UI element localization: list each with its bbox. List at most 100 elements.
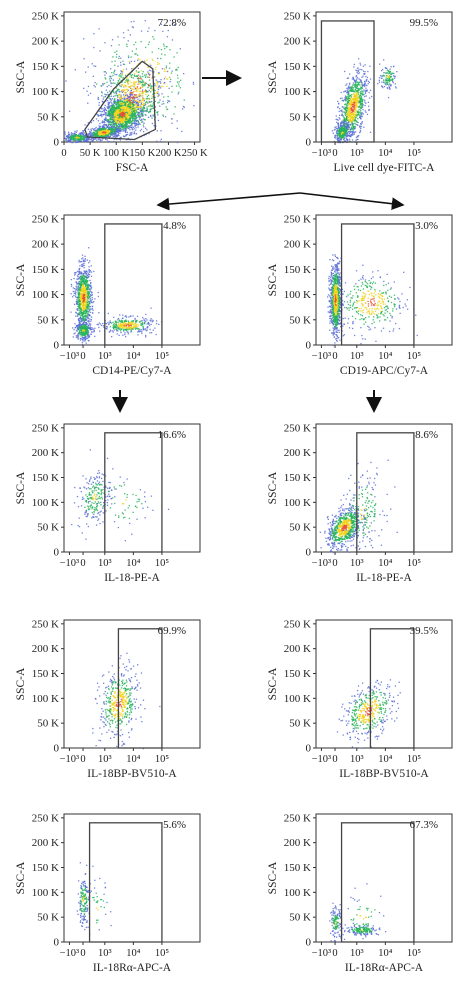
event-point xyxy=(349,119,351,122)
event-point xyxy=(351,139,354,141)
event-point xyxy=(120,57,122,59)
event-points xyxy=(331,58,398,144)
event-point xyxy=(98,127,101,129)
event-point xyxy=(359,114,361,117)
event-point xyxy=(358,95,360,97)
event-point xyxy=(127,83,130,85)
event-point xyxy=(96,134,98,136)
event-point xyxy=(110,131,112,133)
event-point xyxy=(112,103,114,105)
event-point xyxy=(348,100,350,102)
event-point xyxy=(169,81,171,83)
event-point xyxy=(339,97,342,100)
event-point xyxy=(133,103,135,106)
event-point xyxy=(343,106,345,108)
event-point xyxy=(98,130,100,133)
event-point xyxy=(337,136,339,139)
event-point xyxy=(137,58,140,60)
event-point xyxy=(116,102,118,104)
event-point xyxy=(354,117,356,119)
event-point xyxy=(168,76,171,78)
event-point xyxy=(84,134,86,136)
event-point xyxy=(121,110,124,112)
event-point xyxy=(137,104,140,106)
event-point xyxy=(108,114,110,117)
event-point xyxy=(117,88,119,91)
event-point xyxy=(359,131,362,133)
event-point xyxy=(151,95,153,97)
event-point xyxy=(350,94,352,97)
event-point xyxy=(359,115,361,118)
event-point xyxy=(86,309,88,311)
event-point xyxy=(103,82,106,85)
event-point xyxy=(116,111,118,113)
event-point xyxy=(136,116,138,119)
event-point xyxy=(90,308,92,310)
event-point xyxy=(142,106,144,108)
event-point xyxy=(111,82,113,85)
event-point xyxy=(111,130,113,132)
event-point xyxy=(90,265,92,267)
event-point xyxy=(133,74,135,76)
event-point xyxy=(115,127,117,130)
event-point xyxy=(82,132,84,134)
event-point xyxy=(369,89,372,91)
y-tick-label: 0 xyxy=(306,137,312,149)
event-point xyxy=(72,296,74,298)
event-point xyxy=(354,90,356,92)
event-point xyxy=(132,107,134,109)
plot-frame xyxy=(63,11,201,143)
event-point xyxy=(354,106,356,109)
event-point xyxy=(116,126,118,128)
event-point xyxy=(111,132,113,134)
event-point xyxy=(113,105,115,107)
event-point xyxy=(75,137,77,140)
event-point xyxy=(110,113,112,115)
event-point xyxy=(139,97,141,99)
event-point xyxy=(87,128,90,130)
event-point xyxy=(361,122,363,124)
event-point xyxy=(147,94,150,96)
event-point xyxy=(347,114,349,117)
event-point xyxy=(342,115,345,117)
event-point xyxy=(158,86,160,89)
event-point xyxy=(349,135,351,137)
event-point xyxy=(131,126,133,128)
event-point xyxy=(107,102,109,104)
event-point xyxy=(99,135,101,137)
event-point xyxy=(96,139,98,141)
event-point xyxy=(129,91,131,94)
event-point xyxy=(149,87,152,89)
event-point xyxy=(126,45,128,48)
event-point xyxy=(81,138,83,140)
event-point xyxy=(341,136,343,138)
event-point xyxy=(341,109,343,111)
event-point xyxy=(104,74,106,76)
event-point xyxy=(355,84,357,87)
event-point xyxy=(157,88,160,91)
event-point xyxy=(81,300,83,302)
event-point xyxy=(116,50,118,52)
event-point xyxy=(192,83,195,85)
event-point xyxy=(336,121,338,123)
event-point xyxy=(350,86,352,88)
event-point xyxy=(356,138,358,140)
event-point xyxy=(131,128,133,130)
event-point xyxy=(142,107,144,109)
event-point xyxy=(338,102,340,105)
event-point xyxy=(132,119,134,122)
event-point xyxy=(394,86,397,88)
event-point xyxy=(335,137,337,139)
event-point xyxy=(129,96,132,98)
event-point xyxy=(387,70,389,72)
event-point xyxy=(84,317,86,319)
event-point xyxy=(177,93,179,95)
event-point xyxy=(354,122,356,124)
event-point xyxy=(87,66,89,68)
event-point xyxy=(125,109,127,111)
event-point xyxy=(92,309,94,311)
event-point xyxy=(147,83,149,86)
event-point xyxy=(103,96,105,98)
event-point xyxy=(160,85,163,88)
event-point xyxy=(353,79,355,81)
